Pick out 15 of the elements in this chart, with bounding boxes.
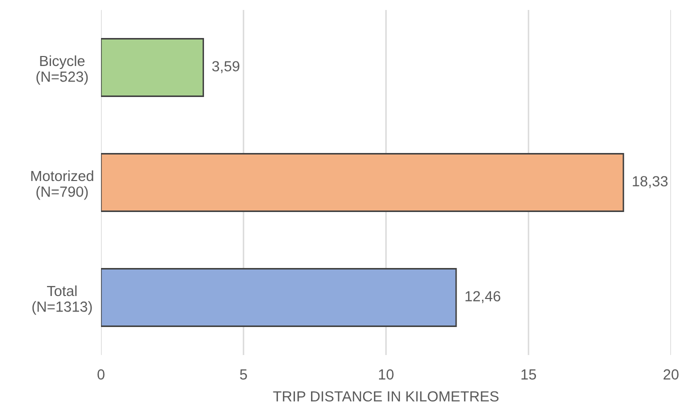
y-tick-label: Total (N=1313) — [32, 285, 92, 315]
x-tick-label: 10 — [379, 369, 394, 380]
y-tick-label: Bicycle (N=523) — [36, 55, 88, 85]
y-tick-label: Motorized (N=790) — [31, 170, 94, 200]
data-label: 3,59 — [212, 61, 240, 74]
bar — [101, 268, 457, 327]
data-label: 18,33 — [632, 176, 668, 188]
x-tick-label: 20 — [664, 369, 679, 380]
data-label: 12,46 — [466, 291, 500, 304]
bar — [101, 153, 624, 212]
bar — [101, 38, 204, 97]
x-tick-label: 5 — [240, 369, 247, 380]
x-tick-label: 0 — [98, 369, 104, 380]
x-tick-label: 15 — [522, 369, 536, 380]
x-axis-title: TRIP DISTANCE IN KILOMETRES — [273, 391, 499, 402]
